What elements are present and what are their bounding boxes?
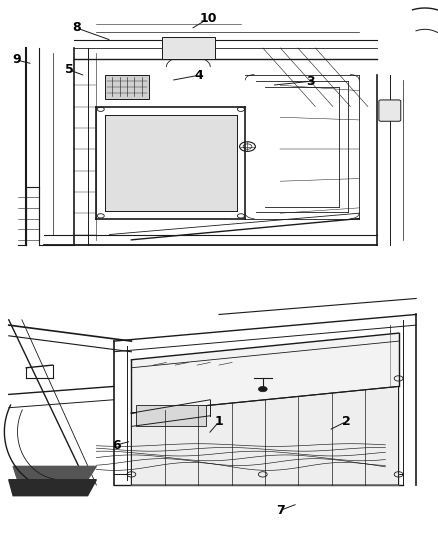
- Text: 3: 3: [307, 75, 315, 88]
- Bar: [136, 405, 206, 426]
- FancyBboxPatch shape: [379, 100, 401, 122]
- Circle shape: [258, 386, 267, 392]
- Text: 10: 10: [199, 12, 217, 25]
- Bar: [105, 75, 149, 99]
- Text: 2: 2: [342, 415, 350, 428]
- Polygon shape: [13, 466, 96, 480]
- Text: 4: 4: [195, 69, 204, 82]
- Polygon shape: [131, 386, 399, 485]
- Text: 6: 6: [112, 439, 120, 451]
- Polygon shape: [131, 333, 399, 413]
- Polygon shape: [9, 480, 96, 496]
- Text: 9: 9: [12, 53, 21, 67]
- Text: 5: 5: [65, 63, 74, 76]
- Text: 7: 7: [276, 504, 285, 517]
- Bar: [162, 37, 215, 59]
- Text: 8: 8: [72, 21, 81, 35]
- Bar: [105, 115, 237, 211]
- Text: 1: 1: [215, 415, 223, 428]
